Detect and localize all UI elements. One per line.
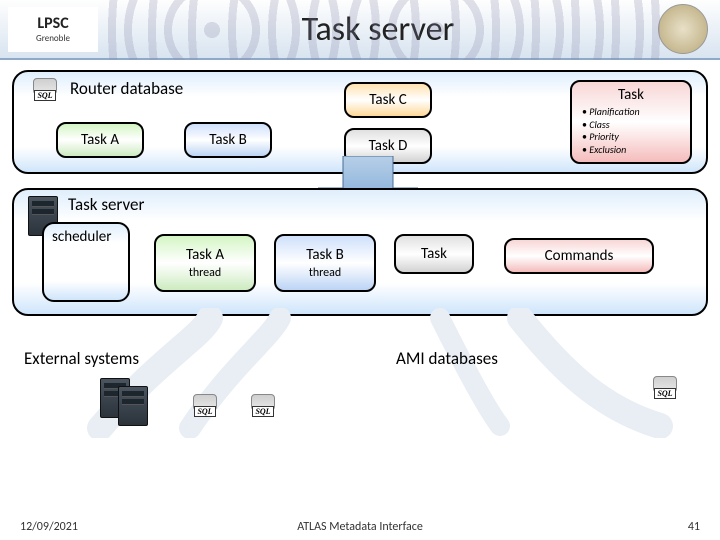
- external-sql-icon-1: SQL: [188, 394, 222, 418]
- sql-icon: SQL: [28, 78, 62, 102]
- external-systems-label: External systems: [24, 348, 139, 369]
- task-c-label: Task C: [369, 91, 406, 109]
- scheduler-box: scheduler: [42, 222, 130, 302]
- router-panel-title: Router database: [70, 78, 183, 99]
- task-info-box: Task Planification Class Priority Exclus…: [570, 80, 692, 164]
- thread-a-sub: thread: [189, 266, 221, 280]
- task-d-label: Task D: [369, 137, 408, 155]
- task-c-box: Task C: [344, 82, 432, 118]
- world-map-bg: [100, 0, 660, 60]
- lpsc-logo: LPSC Grenoble: [8, 7, 98, 52]
- scheduler-label: scheduler: [52, 228, 111, 246]
- task-b-label: Task B: [209, 131, 247, 149]
- slide-header: LPSC Grenoble Task server: [0, 0, 720, 60]
- atlas-logo: [658, 4, 708, 54]
- slide-footer: 12/09/2021 ATLAS Metadata Interface 41: [0, 520, 720, 534]
- task-server-panel: Task server scheduler Task A thread Task…: [12, 188, 708, 316]
- task-info-item: Priority: [582, 131, 680, 144]
- thread-b-sub: thread: [309, 266, 341, 280]
- footer-center: ATLAS Metadata Interface: [0, 520, 720, 534]
- task-b-box: Task B: [184, 122, 272, 158]
- task-a-label: Task A: [81, 131, 119, 149]
- logo-subtext: Grenoble: [36, 33, 70, 44]
- task-info-title: Task: [582, 86, 680, 104]
- thread-a-box: Task A thread: [154, 234, 256, 292]
- ami-sql-icon: SQL: [648, 376, 682, 400]
- slide-content: SQL Router database Task A Task B Task C…: [0, 60, 720, 500]
- external-sql-icon-2: SQL: [246, 394, 280, 418]
- thread-b-box: Task B thread: [274, 234, 376, 292]
- thread-grey-title: Task: [421, 245, 447, 263]
- thread-b-title: Task B: [306, 246, 344, 264]
- task-a-box: Task A: [56, 122, 144, 158]
- thread-a-title: Task A: [186, 246, 224, 264]
- task-info-list: Planification Class Priority Exclusion: [582, 106, 680, 156]
- ami-databases-label: AMI databases: [396, 348, 498, 369]
- commands-label: Commands: [545, 247, 614, 265]
- server-panel-title: Task server: [68, 194, 144, 215]
- task-info-item: Planification: [582, 106, 680, 119]
- thread-grey-box: Task: [394, 234, 474, 274]
- external-server-icon-2: [118, 386, 148, 426]
- logo-text: LPSC: [37, 14, 68, 33]
- task-info-item: Exclusion: [582, 144, 680, 157]
- commands-box: Commands: [504, 238, 654, 274]
